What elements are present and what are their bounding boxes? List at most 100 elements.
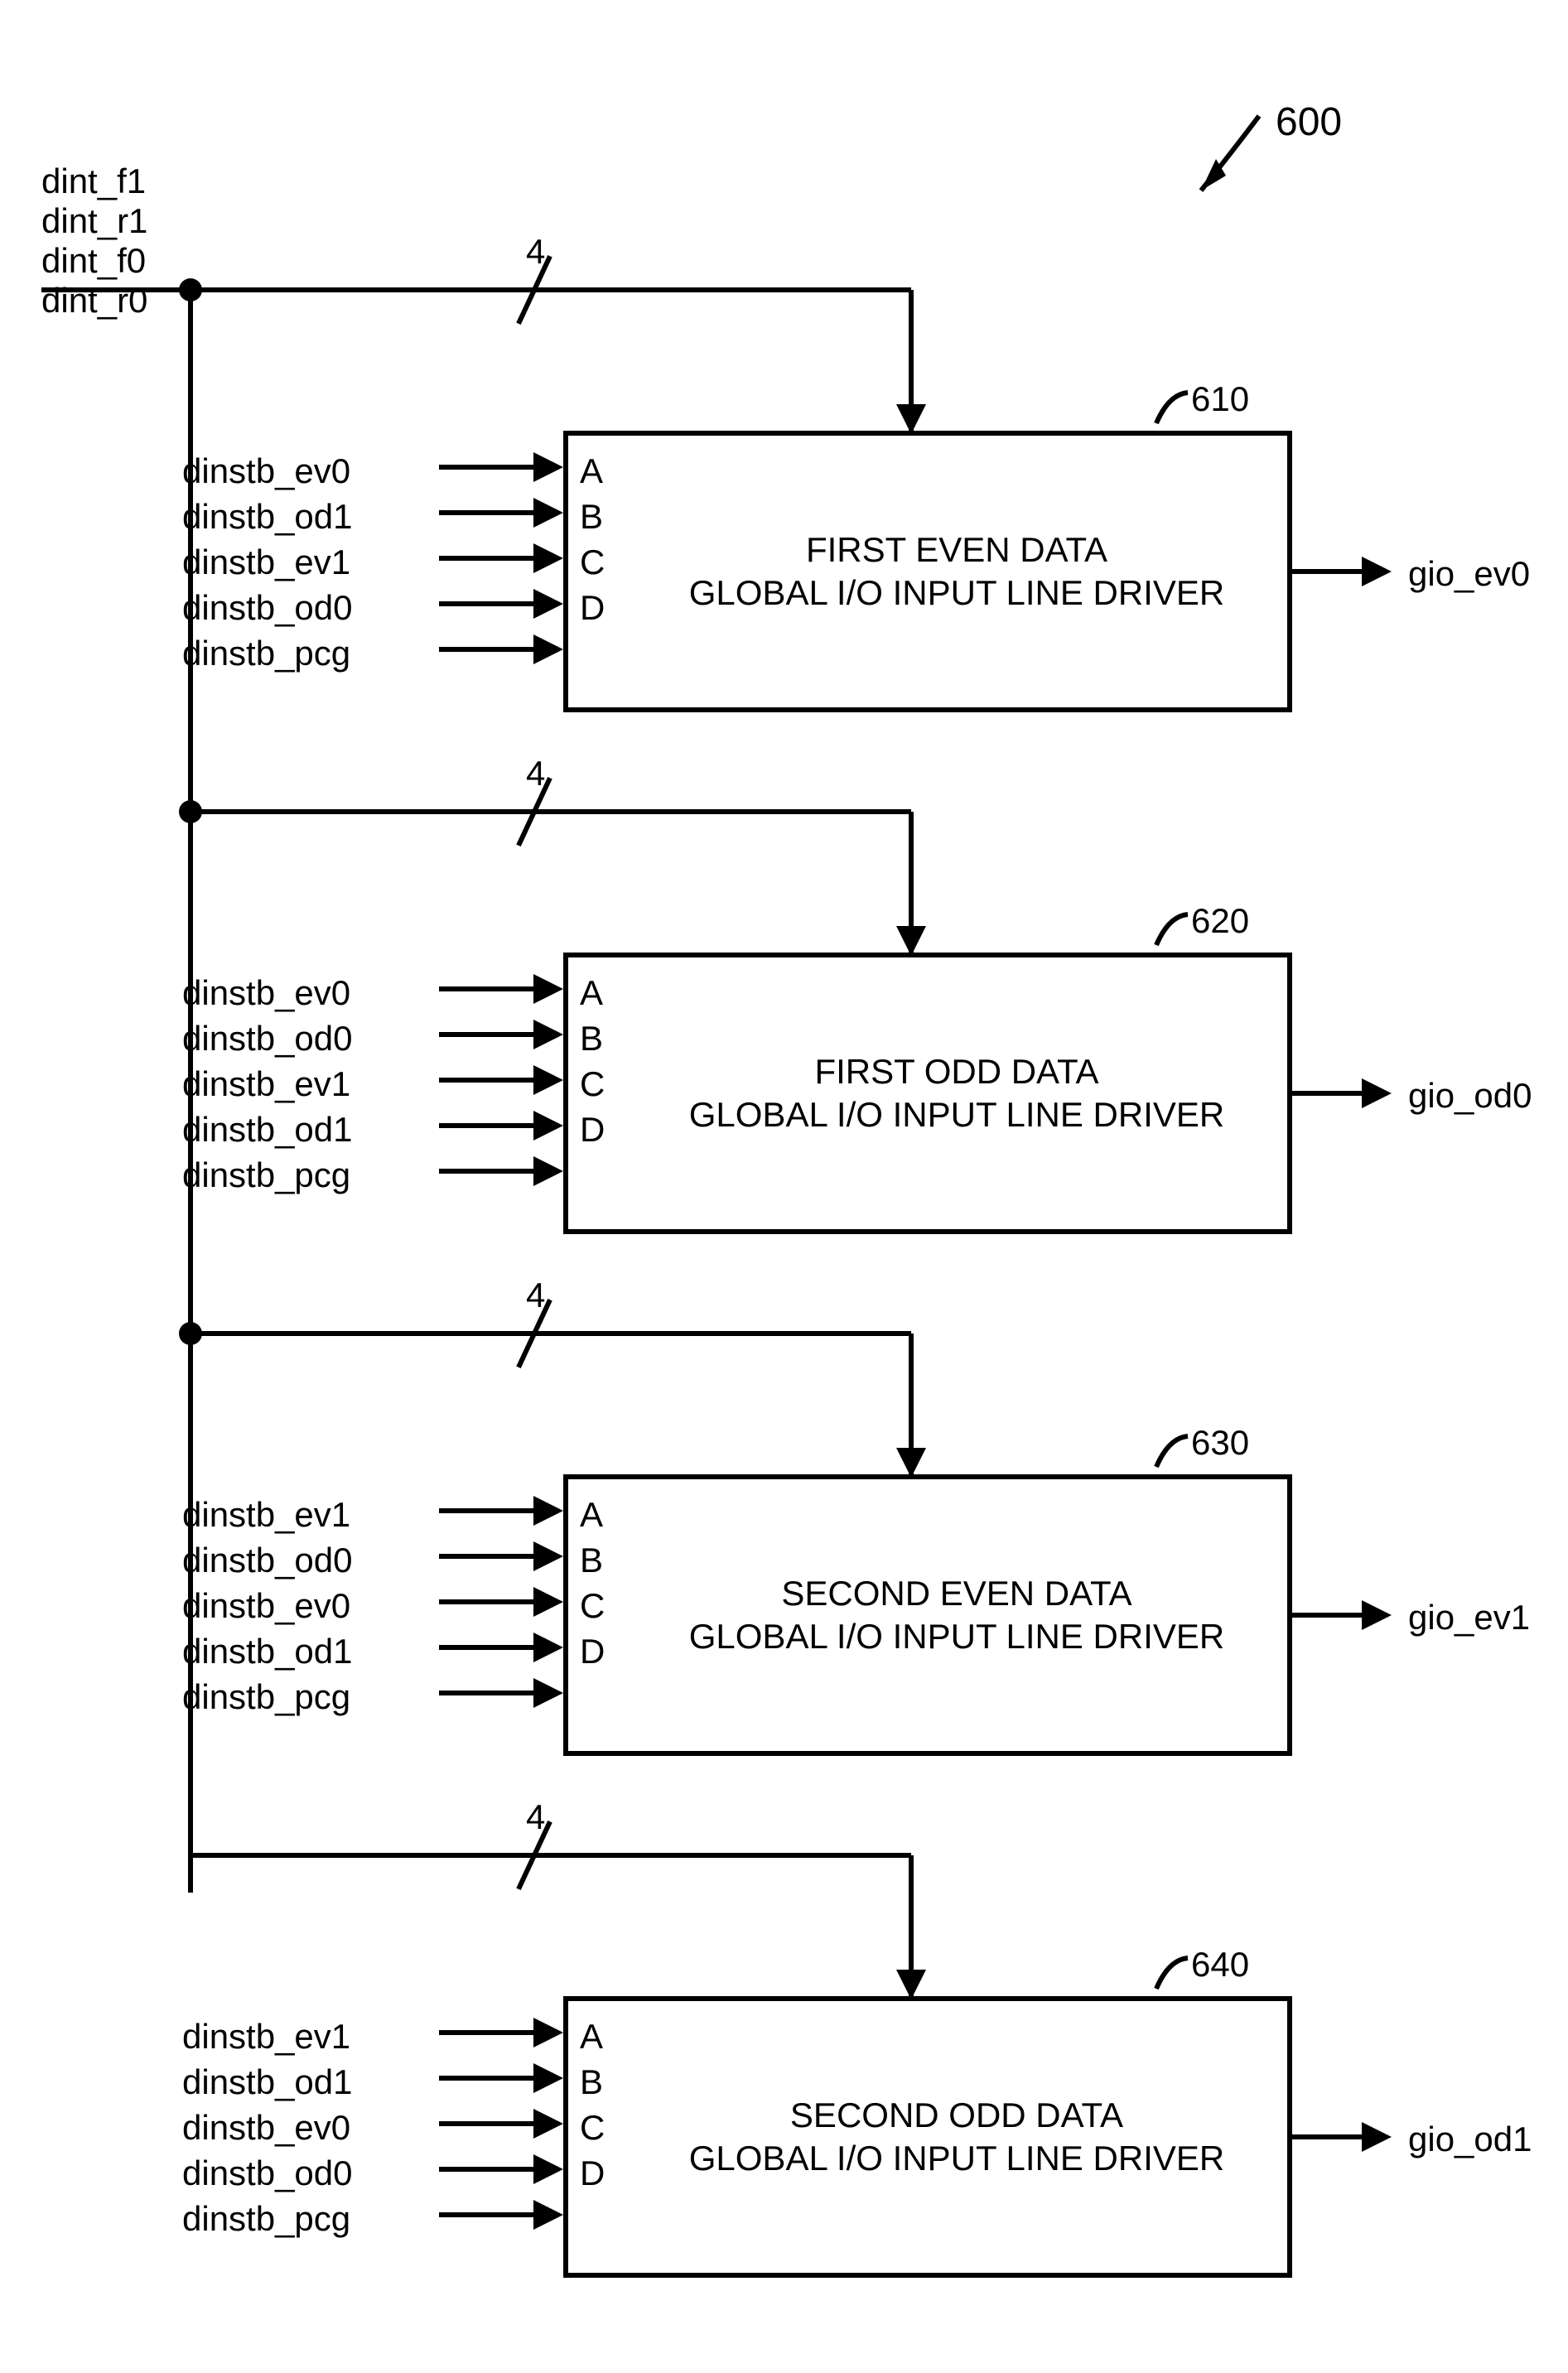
signal-input-line bbox=[439, 2212, 540, 2217]
signal-input-line bbox=[439, 1645, 540, 1650]
block-title-line2: GLOBAL I/O INPUT LINE DRIVER bbox=[689, 1615, 1225, 1659]
bus-input-label: dint_r1 bbox=[41, 201, 147, 241]
block-ref-leader bbox=[1148, 900, 1198, 949]
block-title-line1: SECOND ODD DATA bbox=[790, 2094, 1123, 2138]
signal-input-line bbox=[439, 1123, 540, 1128]
block-title-line1: FIRST ODD DATA bbox=[814, 1050, 1098, 1094]
port-letter: D bbox=[580, 1632, 605, 1671]
signal-input-label: dinstb_od0 bbox=[182, 1541, 353, 1580]
signal-input-label: dinstb_ev0 bbox=[182, 1586, 350, 1626]
port-letter: A bbox=[580, 973, 603, 1013]
signal-input-arrow bbox=[533, 1541, 563, 1571]
signal-input-line bbox=[439, 2121, 540, 2126]
signal-input-line bbox=[439, 2030, 540, 2035]
signal-input-arrow bbox=[533, 974, 563, 1004]
bus-width-label: 4 bbox=[526, 1797, 545, 1837]
signal-input-line bbox=[439, 556, 540, 561]
port-letter: C bbox=[580, 1586, 605, 1626]
bus-input-label: dint_f1 bbox=[41, 162, 146, 201]
port-letter: A bbox=[580, 451, 603, 491]
bus-input-label: dint_f0 bbox=[41, 241, 146, 281]
output-line bbox=[1292, 1613, 1368, 1618]
signal-input-line bbox=[439, 1508, 540, 1513]
signal-input-arrow bbox=[533, 2018, 563, 2047]
block-title-line2: GLOBAL I/O INPUT LINE DRIVER bbox=[689, 2137, 1225, 2181]
signal-input-label: dinstb_od1 bbox=[182, 1110, 353, 1150]
output-arrow bbox=[1362, 1078, 1392, 1108]
output-label: gio_ev0 bbox=[1408, 554, 1530, 594]
signal-input-label: dinstb_od0 bbox=[182, 588, 353, 628]
signal-input-line bbox=[439, 1032, 540, 1037]
bus-tap-h bbox=[191, 287, 911, 292]
signal-input-label: dinstb_pcg bbox=[182, 2199, 350, 2239]
bus-tap-h bbox=[191, 1853, 911, 1858]
bus-width-label: 4 bbox=[526, 1276, 545, 1315]
signal-input-line bbox=[439, 1599, 540, 1604]
bus-tap-h bbox=[191, 1331, 911, 1336]
signal-input-label: dinstb_ev0 bbox=[182, 973, 350, 1013]
port-letter: D bbox=[580, 1110, 605, 1150]
signal-input-label: dinstb_od1 bbox=[182, 1632, 353, 1671]
signal-input-label: dinstb_pcg bbox=[182, 634, 350, 673]
bus-width-label: 4 bbox=[526, 232, 545, 272]
driver-block: FIRST ODD DATAGLOBAL I/O INPUT LINE DRIV… bbox=[563, 953, 1292, 1234]
signal-input-arrow bbox=[533, 1065, 563, 1095]
signal-input-label: dinstb_od0 bbox=[182, 2154, 353, 2193]
driver-block: FIRST EVEN DATAGLOBAL I/O INPUT LINE DRI… bbox=[563, 431, 1292, 712]
block-ref-leader bbox=[1148, 1943, 1198, 1993]
output-arrow bbox=[1362, 1600, 1392, 1630]
block-title-line2: GLOBAL I/O INPUT LINE DRIVER bbox=[689, 572, 1225, 615]
signal-input-label: dinstb_ev0 bbox=[182, 2108, 350, 2148]
signal-input-label: dinstb_ev0 bbox=[182, 451, 350, 491]
port-letter: B bbox=[580, 497, 603, 537]
signal-input-line bbox=[439, 2076, 540, 2081]
signal-input-line bbox=[439, 465, 540, 470]
signal-input-label: dinstb_od1 bbox=[182, 2062, 353, 2102]
signal-input-arrow bbox=[533, 1111, 563, 1141]
output-label: gio_ev1 bbox=[1408, 1598, 1530, 1637]
output-label: gio_od1 bbox=[1408, 2120, 1532, 2159]
signal-input-line bbox=[439, 1078, 540, 1083]
driver-block: SECOND ODD DATAGLOBAL I/O INPUT LINE DRI… bbox=[563, 1996, 1292, 2278]
signal-input-arrow bbox=[533, 452, 563, 482]
bus-width-label: 4 bbox=[526, 754, 545, 793]
signal-input-arrow bbox=[533, 1156, 563, 1186]
bus-tap-h bbox=[191, 809, 911, 814]
signal-input-arrow bbox=[533, 2109, 563, 2139]
port-letter: C bbox=[580, 1064, 605, 1104]
bus-drop-arrow bbox=[896, 1970, 926, 1999]
output-label: gio_od0 bbox=[1408, 1076, 1532, 1116]
port-letter: B bbox=[580, 1541, 603, 1580]
block-ref-leader bbox=[1148, 1421, 1198, 1471]
signal-input-label: dinstb_pcg bbox=[182, 1677, 350, 1717]
signal-input-label: dinstb_ev1 bbox=[182, 1495, 350, 1535]
signal-input-arrow bbox=[533, 634, 563, 664]
output-line bbox=[1292, 1091, 1368, 1096]
signal-input-line bbox=[439, 1169, 540, 1174]
signal-input-line bbox=[439, 1691, 540, 1695]
signal-input-arrow bbox=[533, 498, 563, 528]
signal-input-arrow bbox=[533, 1020, 563, 1049]
bus-drop-arrow bbox=[896, 404, 926, 434]
signal-input-line bbox=[439, 2167, 540, 2172]
signal-input-arrow bbox=[533, 2154, 563, 2184]
signal-input-arrow bbox=[533, 543, 563, 573]
signal-input-arrow bbox=[533, 1496, 563, 1526]
port-letter: A bbox=[580, 2017, 603, 2057]
signal-input-line bbox=[439, 1554, 540, 1559]
output-line bbox=[1292, 569, 1368, 574]
port-letter: D bbox=[580, 2154, 605, 2193]
signal-input-arrow bbox=[533, 1678, 563, 1708]
block-ref-label: 620 bbox=[1191, 901, 1249, 941]
port-letter: D bbox=[580, 588, 605, 628]
output-arrow bbox=[1362, 2122, 1392, 2152]
block-title-line2: GLOBAL I/O INPUT LINE DRIVER bbox=[689, 1093, 1225, 1137]
figure-ref-leader bbox=[1135, 99, 1300, 232]
driver-block: SECOND EVEN DATAGLOBAL I/O INPUT LINE DR… bbox=[563, 1474, 1292, 1756]
bus-drop-arrow bbox=[896, 1448, 926, 1478]
block-ref-label: 640 bbox=[1191, 1945, 1249, 1985]
bus-drop-arrow bbox=[896, 926, 926, 956]
signal-input-arrow bbox=[533, 2063, 563, 2093]
signal-input-line bbox=[439, 601, 540, 606]
signal-input-line bbox=[439, 986, 540, 991]
